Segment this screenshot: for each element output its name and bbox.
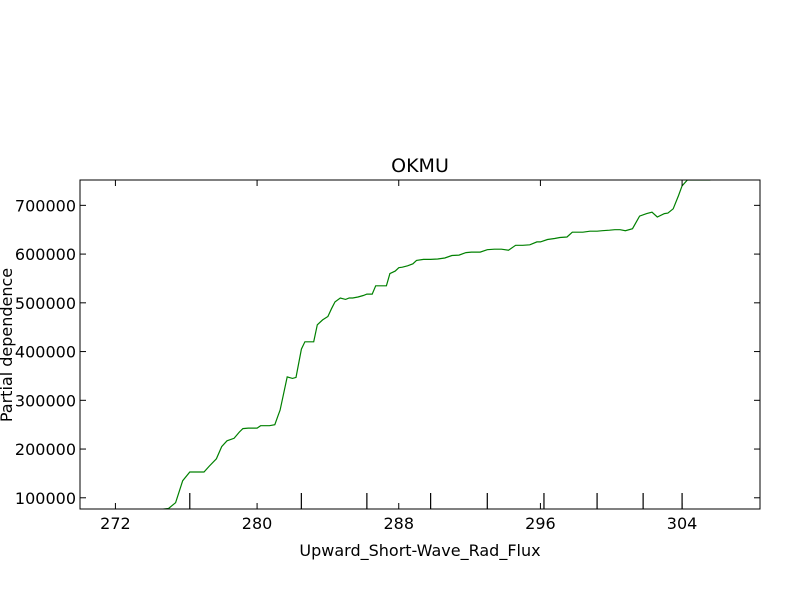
x-tick-label: 296	[525, 514, 556, 533]
plot-frame	[79, 179, 761, 510]
x-tick-label: 280	[242, 514, 273, 533]
x-tick-label: 288	[383, 514, 414, 533]
y-tick-label: 300000	[15, 391, 76, 410]
y-tick-label: 200000	[15, 440, 76, 459]
x-tick-label: 304	[667, 514, 698, 533]
chart-title: OKMU	[391, 155, 449, 177]
y-tick-label: 100000	[15, 489, 76, 508]
y-tick-label: 500000	[15, 294, 76, 313]
x-axis-label: Upward_Short-Wave_Rad_Flux	[299, 541, 540, 561]
y-tick-label: 700000	[15, 196, 76, 215]
series-line	[143, 180, 711, 509]
y-axis-label: Partial dependence	[0, 268, 16, 422]
x-tick-label: 272	[100, 514, 131, 533]
y-tick-label: 400000	[15, 343, 76, 362]
y-tick-label: 600000	[15, 245, 76, 264]
plot-area: 272 280 288 296 304 100000 200000 300000 400000 5…	[15, 179, 761, 533]
